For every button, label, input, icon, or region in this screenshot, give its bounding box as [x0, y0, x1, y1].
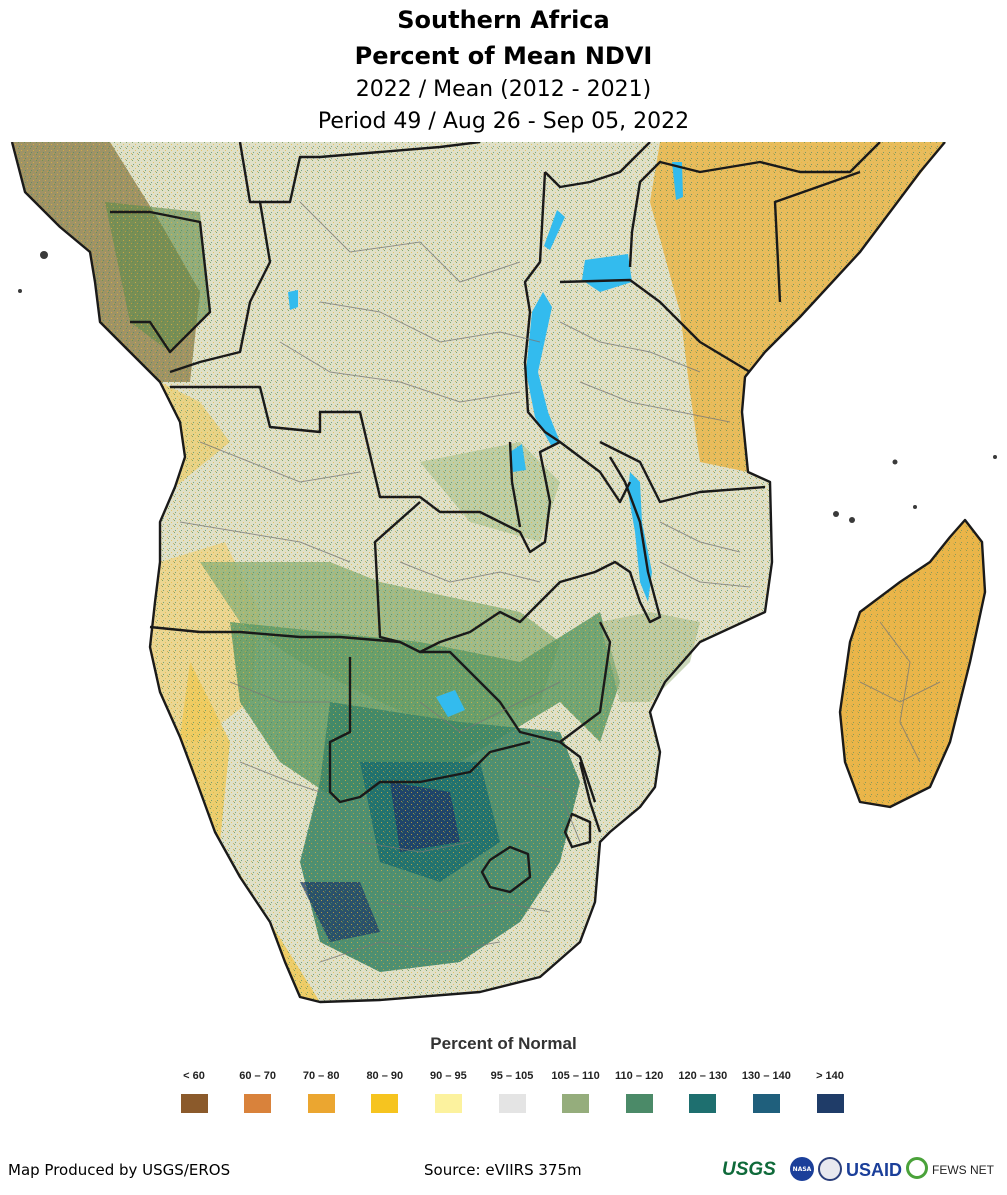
lake-victoria: [582, 254, 632, 292]
legend-label: 120 – 130: [678, 1070, 728, 1082]
legend: < 60 60 – 70 70 – 80 80 – 90 90 – 95 95 – 105…: [0, 1068, 1007, 1118]
legend-title: Percent of Normal: [430, 1034, 577, 1053]
legend-item: 90 – 95: [418, 1068, 478, 1113]
map-subtitle-period: Period 49 / Aug 26 - Sep 05, 2022: [317, 109, 690, 134]
map-subtitle-comparison: 2022 / Mean (2012 - 2021): [355, 77, 652, 102]
seal-icon: [818, 1157, 842, 1181]
legend-swatch: [689, 1094, 717, 1113]
map-credit: Map Produced by USGS/EROS: [8, 1161, 231, 1179]
partner-logos: USGS NASA USAID FEWS NET: [722, 1157, 1002, 1185]
legend-item: 120 – 130: [673, 1068, 733, 1113]
legend-label: > 140: [816, 1070, 844, 1082]
legend-label: 80 – 90: [366, 1070, 404, 1082]
legend-swatch: [625, 1094, 653, 1113]
lake-turkana: [672, 162, 683, 200]
legend-swatch: [307, 1094, 335, 1113]
legend-item: 130 – 140: [736, 1068, 796, 1113]
legend-item: > 140: [800, 1068, 860, 1113]
legend-label: 110 – 120: [615, 1070, 664, 1082]
ndvi-map: [10, 142, 997, 1004]
legend-item: 80 – 90: [355, 1068, 415, 1113]
legend-item: 105 – 110: [546, 1068, 606, 1113]
nasa-logo: NASA: [790, 1157, 814, 1181]
legend-swatch: [434, 1094, 462, 1113]
map-title-region: Southern Africa: [397, 6, 610, 34]
legend-item: 60 – 70: [228, 1068, 288, 1113]
fews-net-logo: FEWS NET: [932, 1163, 994, 1177]
legend-swatch: [498, 1094, 526, 1113]
legend-label: 95 – 105: [490, 1070, 534, 1082]
legend-swatch: [180, 1094, 208, 1113]
lake-albert: [544, 210, 565, 250]
legend-item: 110 – 120: [609, 1068, 669, 1113]
legend-label: 60 – 70: [239, 1070, 276, 1082]
legend-label: 105 – 110: [551, 1070, 600, 1082]
usgs-logo: USGS: [722, 1159, 776, 1180]
legend-label: 70 – 80: [302, 1070, 340, 1082]
usaid-logo: USAID: [846, 1159, 903, 1180]
legend-swatch: [562, 1094, 590, 1113]
legend-item: 70 – 80: [291, 1068, 351, 1113]
legend-swatch: [371, 1094, 399, 1113]
legend-item: < 60: [164, 1068, 224, 1113]
lake-tanganyika: [526, 292, 560, 447]
map-title-product: Percent of Mean NDVI: [354, 42, 653, 70]
data-source: Source: eVIIRS 375m: [424, 1161, 582, 1179]
legend-swatch: [816, 1094, 844, 1113]
legend-label: < 60: [183, 1070, 205, 1082]
legend-label: 130 – 140: [741, 1070, 791, 1082]
legend-item: 95 – 105: [482, 1068, 542, 1113]
legend-label: 90 – 95: [430, 1070, 467, 1082]
globe-icon: [906, 1157, 928, 1179]
legend-swatch: [244, 1094, 272, 1113]
legend-swatch: [752, 1094, 780, 1113]
